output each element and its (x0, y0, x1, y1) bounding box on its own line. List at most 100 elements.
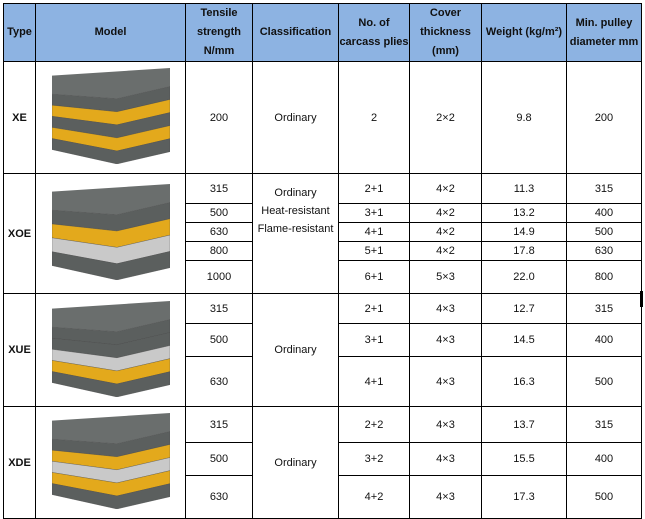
classification-label: Flame-resistant (257, 223, 334, 235)
type-cell: XUE (3, 293, 36, 407)
weight-cell: 14.9 (481, 222, 567, 242)
cover-cell: 2×2 (409, 61, 482, 174)
tensile-cell: 500 (185, 323, 253, 357)
tensile-cell: 630 (185, 222, 253, 242)
header-tensile: Tensile strength N/mm (185, 3, 253, 62)
plies-cell: 3+2 (338, 442, 410, 476)
table-row: 500 3+2 4×3 15.5 400 (4, 442, 642, 476)
tensile-cell: 630 (185, 356, 253, 407)
plies-cell: 2+1 (338, 293, 410, 324)
weight-cell: 13.2 (481, 203, 567, 223)
weight-cell: 13.7 (481, 406, 567, 443)
classification-label: Ordinary (274, 111, 317, 124)
table-row: 500 3+1 4×2 13.2 400 (4, 203, 642, 223)
table-body: XE 200 Ordinary 2 2×2 9.8 200 XOE 315 Ordinary Hea… (3, 61, 642, 519)
plies-cell: 4+1 (338, 356, 410, 407)
pulley-cell: 500 (566, 475, 642, 519)
classification-cell: Ordinary (252, 406, 339, 519)
classification-label: Ordinary (274, 456, 317, 469)
plies-cell: 5+1 (338, 241, 410, 261)
classification-label: Ordinary (274, 344, 317, 356)
weight-cell: 11.3 (481, 173, 567, 204)
weight-cell: 16.3 (481, 356, 567, 407)
pulley-cell: 400 (566, 203, 642, 223)
cover-cell: 4×3 (409, 323, 482, 357)
cover-cell: 4×2 (409, 222, 482, 242)
pulley-cell: 200 (566, 61, 642, 174)
cover-cell: 5×3 (409, 260, 482, 294)
conveyor-belt-2-ply-icon (51, 68, 170, 167)
plies-cell: 2 (338, 61, 410, 174)
pulley-cell: 630 (566, 241, 642, 261)
tensile-cell: 315 (185, 293, 253, 324)
plies-cell: 4+2 (338, 475, 410, 519)
header-cover: Cover thickness (mm) (409, 3, 482, 62)
classification-cell: Ordinary Heat-resistant Flame-resistant (252, 173, 339, 294)
model-image (35, 173, 186, 294)
type-cell: XOE (3, 173, 36, 294)
weight-cell: 22.0 (481, 260, 567, 294)
header-plies: No. of carcass plies (338, 3, 410, 62)
pulley-cell: 500 (566, 356, 642, 407)
weight-cell: 14.5 (481, 323, 567, 357)
table-row: 1000 6+1 5×3 22.0 800 (4, 260, 642, 294)
tensile-cell: 630 (185, 475, 253, 519)
weight-cell: 17.8 (481, 241, 567, 261)
weight-cell: 15.5 (481, 442, 567, 476)
tensile-cell: 200 (185, 61, 253, 174)
table-row: XE 200 Ordinary 2 2×2 9.8 200 (3, 61, 642, 174)
pulley-cell: 800 (566, 260, 642, 294)
plies-cell: 3+1 (338, 203, 410, 223)
classification-label: Ordinary (274, 187, 317, 199)
header-classification: Classification (252, 3, 339, 62)
conveyor-belt-fabric-icon (51, 184, 170, 283)
cover-cell: 4×3 (409, 356, 482, 407)
specification-table: Type Model Tensile strength N/mm Classif… (3, 3, 642, 519)
plies-cell: 2+2 (338, 406, 410, 443)
cover-cell: 4×2 (409, 203, 482, 223)
model-image (35, 293, 186, 407)
plies-cell: 2+1 (338, 173, 410, 204)
table-row: XUE 315 Ordinary 2+1 4×3 12.7 315 (3, 293, 642, 407)
pulley-cell: 315 (566, 173, 642, 204)
pulley-cell: 400 (566, 442, 642, 476)
tensile-cell: 500 (185, 442, 253, 476)
pulley-cell: 400 (566, 323, 642, 357)
classification-cell: Ordinary (252, 293, 339, 407)
pulley-cell: 315 (566, 293, 642, 324)
cover-cell: 4×3 (409, 293, 482, 324)
plies-cell: 6+1 (338, 260, 410, 294)
model-image (35, 406, 186, 519)
cover-cell: 4×2 (409, 173, 482, 204)
tensile-cell: 500 (185, 203, 253, 223)
table-row: XDE 315 Ordinary 2+2 4×3 13.7 315 (3, 406, 642, 519)
header-model: Model (35, 3, 186, 62)
type-cell: XE (3, 61, 36, 174)
weight-cell: 17.3 (481, 475, 567, 519)
cover-cell: 4×2 (409, 241, 482, 261)
cover-cell: 4×3 (409, 442, 482, 476)
tensile-cell: 315 (185, 173, 253, 204)
header-pulley: Min. pulley diameter mm (566, 3, 642, 62)
table-row: 630 4+2 4×3 17.3 500 (4, 475, 642, 519)
header-row: Type Model Tensile strength N/mm Classif… (3, 3, 642, 62)
classification-label: Heat-resistant (261, 205, 330, 217)
pulley-cell: 500 (566, 222, 642, 242)
header-type: Type (3, 3, 36, 62)
conveyor-belt-double-icon (51, 413, 170, 512)
plies-cell: 4+1 (338, 222, 410, 242)
header-weight: Weight (kg/m²) (481, 3, 567, 62)
cover-cell: 4×3 (409, 475, 482, 519)
table-row: XOE 315 Ordinary Heat-resistant Flame-resist… (3, 173, 642, 294)
classification-cell: Ordinary (252, 61, 339, 174)
model-image (35, 61, 186, 174)
tensile-cell: 315 (185, 406, 253, 443)
type-cell: XDE (3, 406, 36, 519)
conveyor-belt-fabric-icon (51, 300, 170, 400)
tensile-cell: 800 (185, 241, 253, 261)
weight-cell: 9.8 (481, 61, 567, 174)
tensile-cell: 1000 (185, 260, 253, 294)
plies-cell: 3+1 (338, 323, 410, 357)
cover-cell: 4×3 (409, 406, 482, 443)
weight-cell: 12.7 (481, 293, 567, 324)
